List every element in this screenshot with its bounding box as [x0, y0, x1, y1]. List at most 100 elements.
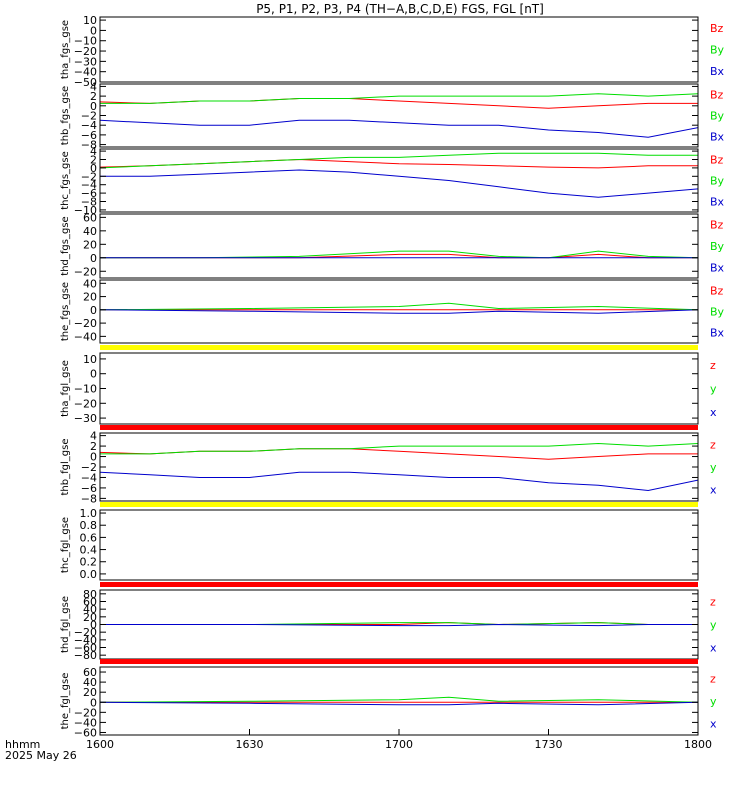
y-tick-label: 0 [90, 24, 97, 37]
y-tick-label: −2 [81, 461, 97, 474]
panel-thb_fgl_gse: 420−2−4−6−8 thb_fgl_gse zyx [60, 430, 717, 507]
y-tick-label: 80 [83, 588, 97, 601]
series-thb_fgl_gse-y [100, 442, 698, 455]
series-thb_fgl_gse-z [100, 448, 698, 460]
legend-By: By [710, 175, 725, 188]
panel-frame [99, 148, 699, 213]
panel-frame [99, 279, 699, 344]
y-tick-label: −40 [74, 330, 97, 343]
y-tick-label: −8 [81, 196, 97, 209]
y-tick-label: −40 [74, 66, 97, 79]
y-tick-label: −30 [74, 412, 97, 425]
legend-Bx: Bx [710, 327, 725, 340]
y-tick-label: 60 [83, 596, 97, 609]
y-tick-label: −20 [74, 265, 97, 278]
series-the_fgs_gse-Bx [100, 309, 698, 314]
y-tick-label: 2 [90, 440, 97, 453]
y-tick-label: 0 [90, 252, 97, 265]
y-tick-label: −4 [81, 179, 97, 192]
x-tick-label: 1730 [535, 738, 563, 751]
y-tick-label: −30 [74, 55, 97, 68]
y-tick-label: 4 [90, 145, 97, 158]
y-tick-label: −2 [81, 110, 97, 123]
y-axis-label: tha_fgl_gse [60, 360, 71, 417]
series-thb_fgl_gse-x [100, 471, 698, 492]
y-tick-label: −20 [74, 45, 97, 58]
x-tick-label: 1700 [385, 738, 413, 751]
legend-Bz: Bz [710, 22, 724, 35]
y-tick-label: 0.6 [80, 531, 98, 544]
y-tick-label: 0.4 [80, 544, 98, 557]
y-tick-label: −6 [81, 129, 97, 142]
y-tick-label: −60 [74, 726, 97, 739]
series-thb_fgs_gse-Bx [100, 119, 698, 138]
legend-Bx: Bx [710, 196, 725, 209]
y-tick-label: 20 [83, 238, 97, 251]
series-the_fgl_gse-x [100, 701, 698, 706]
y-tick-label: 2 [90, 90, 97, 103]
x-axis-date: 2025 May 26 [5, 749, 77, 762]
legend-Bz: Bz [710, 154, 724, 167]
y-tick-label: 4 [90, 80, 97, 93]
legend-y: y [710, 695, 717, 708]
panel-separator [100, 425, 698, 430]
y-tick-label: −8 [81, 492, 97, 505]
y-tick-label: 10 [83, 14, 97, 27]
panel-frame [99, 213, 699, 279]
panel-frame [99, 509, 699, 581]
y-tick-label: −20 [74, 626, 97, 639]
legend-Bx: Bx [710, 65, 725, 78]
y-axis-label: tha_fgs_gse [60, 20, 71, 79]
legend-By: By [710, 306, 725, 319]
y-tick-label: 0 [90, 451, 97, 464]
y-tick-label: 0.8 [80, 519, 98, 532]
series-thb_fgs_gse-Bz [100, 98, 698, 109]
y-tick-label: 1.0 [80, 507, 98, 520]
panel-frame [99, 16, 699, 83]
y-tick-label: −40 [74, 634, 97, 647]
y-tick-label: 0.2 [80, 556, 98, 569]
legend-By: By [710, 44, 725, 57]
y-tick-label: 10 [83, 353, 97, 366]
legend-By: By [710, 110, 725, 123]
y-tick-label: 4 [90, 430, 97, 443]
x-tick-label: 1800 [684, 738, 712, 751]
y-tick-label: 20 [83, 611, 97, 624]
y-tick-label: 20 [83, 686, 97, 699]
series-the_fgs_gse-By [100, 302, 698, 311]
legend-z: z [710, 359, 716, 372]
legend-By: By [710, 240, 725, 253]
series-thd_fgs_gse-By [100, 250, 698, 259]
panel-separator [100, 345, 698, 350]
y-tick-label: 0.0 [80, 568, 98, 581]
y-tick-label: 40 [83, 225, 97, 238]
y-tick-label: 40 [83, 676, 97, 689]
y-tick-label: 60 [83, 211, 97, 224]
panel-frame [99, 352, 699, 425]
panel-separator [100, 582, 698, 587]
x-axis-label: hhmm [5, 738, 40, 751]
y-tick-label: 0 [90, 368, 97, 381]
y-axis-label: thb_fgs_gse [60, 86, 71, 145]
legend-y: y [710, 383, 717, 396]
legend-y: y [710, 619, 717, 632]
y-tick-label: −60 [74, 642, 97, 655]
y-tick-label: −8 [81, 139, 97, 152]
legend-x: x [710, 642, 717, 655]
y-axis-label: thc_fgs_gse [60, 151, 71, 210]
series-thb_fgs_gse-By [100, 93, 698, 104]
legend-x: x [710, 484, 717, 497]
legend-z: z [710, 596, 716, 609]
legend-y: y [710, 461, 717, 474]
x-axis: hhmm 2025 May 26 1600 1630 1700 1730 1800 [5, 729, 712, 762]
y-tick-label: −10 [74, 383, 97, 396]
x-tick-label: 1600 [86, 738, 114, 751]
series-thc_fgs_gse-By [100, 152, 698, 169]
legend-z: z [710, 672, 716, 685]
